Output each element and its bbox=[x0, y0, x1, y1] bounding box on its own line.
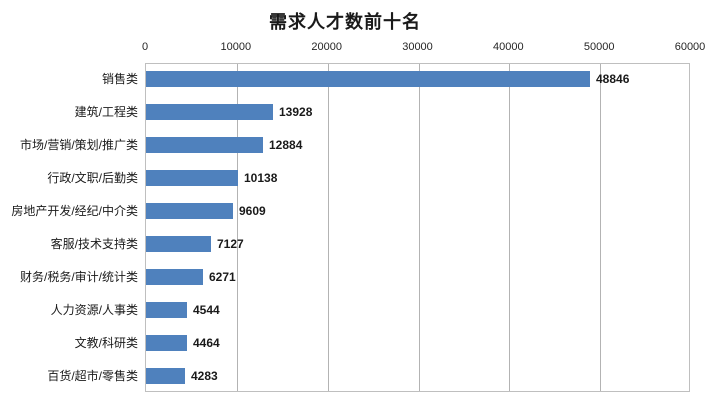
gridline bbox=[237, 64, 238, 391]
bar bbox=[146, 71, 590, 87]
bar bbox=[146, 104, 273, 120]
gridline bbox=[419, 64, 420, 391]
bar bbox=[146, 335, 187, 351]
x-axis-tick-label: 10000 bbox=[220, 41, 252, 53]
category-label: 市场/营销/策划/推广类 bbox=[19, 138, 138, 152]
category-label: 人力资源/人事类 bbox=[50, 303, 138, 317]
value-label: 10138 bbox=[244, 171, 278, 185]
x-axis-tick-label: 60000 bbox=[674, 41, 706, 53]
bar bbox=[146, 269, 203, 285]
value-label: 6271 bbox=[209, 270, 236, 284]
category-label: 销售类 bbox=[101, 72, 138, 86]
value-label: 13928 bbox=[279, 105, 313, 119]
x-axis-tick-label: 50000 bbox=[583, 41, 615, 53]
value-label: 4464 bbox=[193, 336, 220, 350]
bar bbox=[146, 203, 233, 219]
x-axis-tick-label: 20000 bbox=[311, 41, 342, 53]
x-axis-tick-label: 0 bbox=[141, 41, 149, 53]
value-label: 48846 bbox=[596, 72, 630, 86]
value-label: 7127 bbox=[217, 237, 244, 251]
bar bbox=[146, 170, 238, 186]
bar bbox=[146, 302, 187, 318]
value-label: 9609 bbox=[239, 204, 266, 218]
value-label: 12884 bbox=[269, 138, 303, 152]
value-label: 4544 bbox=[193, 303, 220, 317]
category-label: 百货/超市/零售类 bbox=[47, 369, 138, 383]
x-axis-tick-label: 40000 bbox=[493, 41, 524, 53]
x-axis-tick-label: 30000 bbox=[402, 41, 433, 53]
category-label: 文教/科研类 bbox=[74, 336, 138, 350]
gridline bbox=[328, 64, 329, 391]
category-label: 财务/税务/审计/统计类 bbox=[19, 270, 138, 284]
bar bbox=[146, 368, 185, 384]
category-label: 房地产开发/经纪/中介类 bbox=[11, 204, 138, 218]
value-label: 4283 bbox=[191, 369, 218, 383]
gridline bbox=[509, 64, 510, 391]
plot-area bbox=[145, 63, 690, 392]
bar bbox=[146, 236, 211, 252]
category-label: 客服/技术支持类 bbox=[50, 237, 138, 251]
category-label: 行政/文职/后勤类 bbox=[47, 171, 138, 185]
gridline bbox=[600, 64, 601, 391]
chart-title: 需求人才数前十名 bbox=[269, 12, 421, 32]
bar bbox=[146, 137, 263, 153]
category-label: 建筑/工程类 bbox=[74, 105, 138, 119]
